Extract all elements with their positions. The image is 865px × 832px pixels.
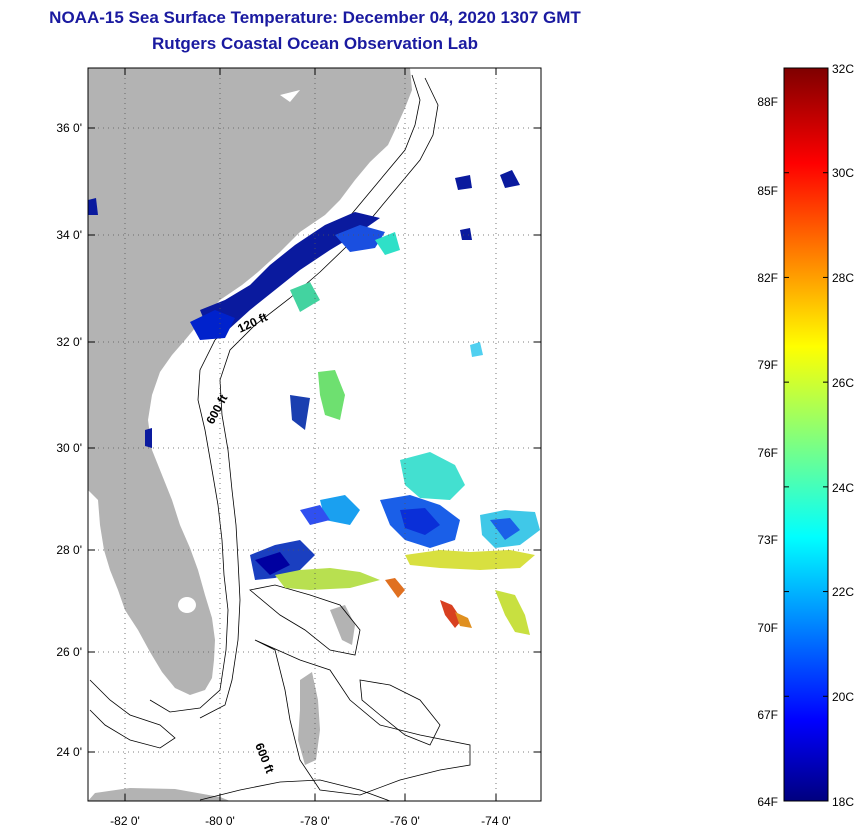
colorbar-f-label: 64F <box>757 795 778 809</box>
lat-tick-label: 34 0' <box>56 228 82 242</box>
lat-tick-label: 32 0' <box>56 335 82 349</box>
colorbar-c-label: 30C <box>832 166 854 180</box>
colorbar-c-label: 26C <box>832 376 854 390</box>
colorbar-f-label: 85F <box>757 184 778 198</box>
colorbar-c-label: 28C <box>832 271 854 285</box>
lat-tick-label: 30 0' <box>56 441 82 455</box>
lon-tick-label: -80 0' <box>205 814 235 828</box>
colorbar-c-label: 22C <box>832 585 854 599</box>
land-us-coast <box>88 68 412 695</box>
colorbar-c-label: 24C <box>832 481 854 495</box>
lat-tick-label: 36 0' <box>56 121 82 135</box>
colorbar-f-label: 76F <box>757 446 778 460</box>
colorbar-f-label: 73F <box>757 533 778 547</box>
bathymetry-contours <box>89 74 471 801</box>
lon-tick-label: -78 0' <box>300 814 330 828</box>
colorbar-f-label: 67F <box>757 708 778 722</box>
colorbar-f-label: 88F <box>757 95 778 109</box>
map-title: NOAA-15 Sea Surface Temperature: Decembe… <box>49 8 581 27</box>
colorbar-f-label: 70F <box>757 621 778 635</box>
frame-ticks <box>88 68 541 801</box>
lon-tick-label: -82 0' <box>110 814 140 828</box>
graticule <box>88 68 541 801</box>
colorbar-c-label: 32C <box>832 62 854 76</box>
lake-okeechobee <box>178 597 196 613</box>
lat-tick-label: 28 0' <box>56 543 82 557</box>
colorbar-c-label: 18C <box>832 795 854 809</box>
colorbar <box>783 67 829 802</box>
sst-data-patches <box>88 170 540 635</box>
lon-tick-label: -74 0' <box>481 814 511 828</box>
lake <box>99 603 109 611</box>
lat-tick-label: 26 0' <box>56 645 82 659</box>
lat-tick-label: 24 0' <box>56 745 82 759</box>
colorbar-f-label: 82F <box>757 271 778 285</box>
lon-tick-label: -76 0' <box>390 814 420 828</box>
lake <box>280 90 300 102</box>
colorbar-c-label: 20C <box>832 690 854 704</box>
land-bahamas <box>298 672 320 765</box>
land-cuba <box>88 788 230 801</box>
map-subtitle: Rutgers Coastal Ocean Observation Lab <box>152 34 478 53</box>
colorbar-f-label: 79F <box>757 358 778 372</box>
land-abaco <box>330 605 355 645</box>
colorbar-ticks <box>784 67 828 802</box>
